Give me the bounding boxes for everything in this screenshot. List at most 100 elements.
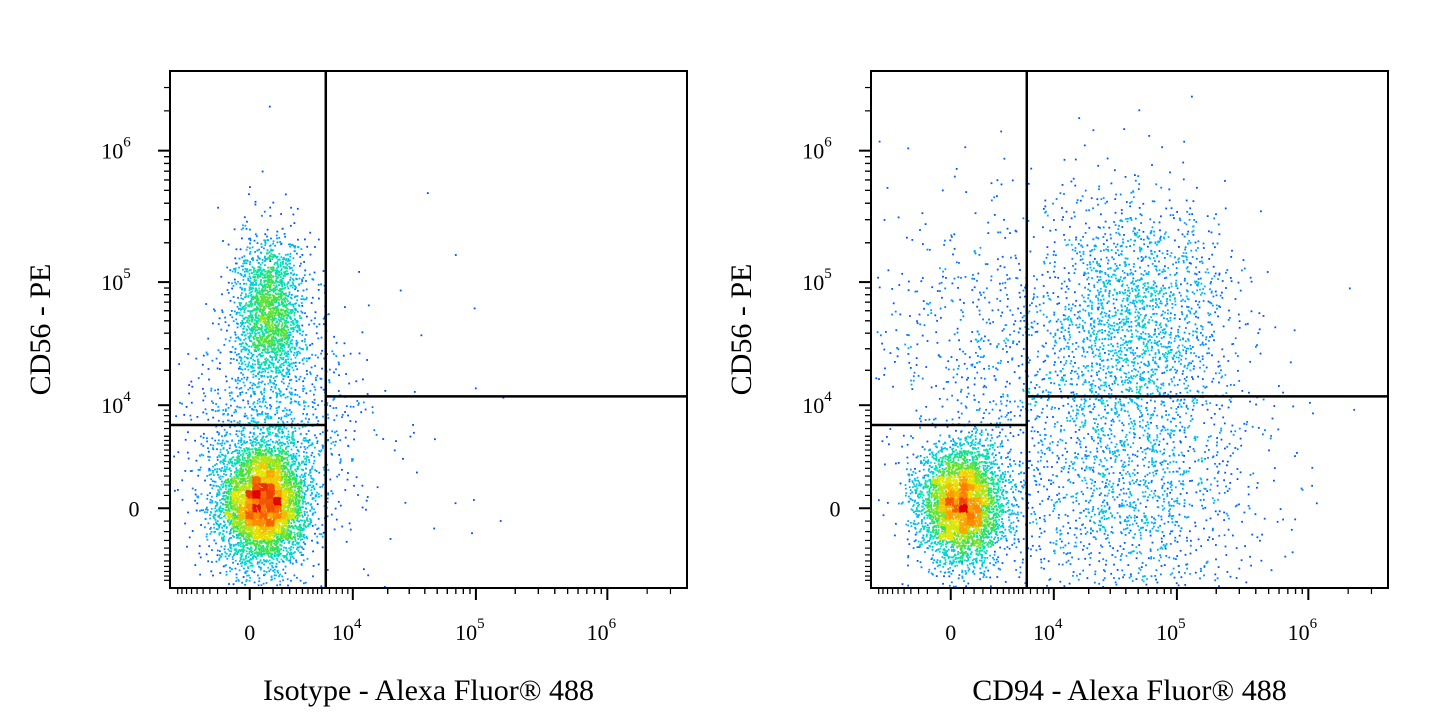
event-dot: [280, 256, 283, 259]
event-dot: [232, 561, 234, 564]
event-dot: [261, 444, 264, 446]
event-dot: [235, 485, 238, 488]
event-dot: [250, 535, 252, 538]
event-dot: [208, 474, 211, 476]
event-dot: [214, 439, 217, 442]
event-dot: [267, 541, 270, 544]
event-dot: [236, 322, 238, 325]
event-dot: [288, 293, 291, 296]
event-dot: [271, 339, 273, 342]
event-dot: [329, 447, 332, 450]
event-dot: [289, 331, 292, 334]
event-dot: [204, 408, 207, 411]
event-dot: [243, 474, 246, 476]
event-dot: [272, 302, 274, 305]
event-dot: [332, 398, 335, 401]
event-dot: [234, 380, 237, 382]
event-dot: [283, 450, 286, 453]
event-dot: [238, 452, 240, 455]
event-dot: [314, 499, 317, 502]
event-dot: [223, 492, 226, 494]
event-dot: [269, 568, 272, 571]
event-dot: [277, 541, 279, 543]
event-dot: [238, 266, 240, 269]
event-dot: [218, 317, 221, 320]
event-dot: [262, 449, 264, 452]
event-dot: [249, 565, 252, 567]
event-dot: [302, 548, 305, 550]
event-dot: [230, 469, 232, 472]
event-dot: [302, 388, 304, 390]
event-dot: [337, 500, 340, 503]
event-dot: [236, 461, 239, 463]
event-dot: [298, 514, 301, 517]
event-dot: [284, 254, 287, 256]
event-dot: [248, 447, 250, 450]
event-dot: [272, 287, 275, 290]
event-dot: [283, 426, 286, 429]
event-dot: [267, 298, 270, 300]
event-dot: [273, 549, 276, 552]
event-dot: [274, 453, 277, 456]
event-dot: [276, 545, 278, 548]
event-dot: [289, 561, 292, 564]
event-dot: [256, 561, 259, 564]
event-dot: [272, 254, 274, 256]
event-dot: [246, 332, 249, 335]
event-dot: [307, 441, 310, 444]
event-dot: [253, 543, 256, 546]
event-dot: [269, 288, 271, 291]
event-dot: [224, 484, 227, 486]
event-dot: [264, 548, 267, 550]
event-dot: [259, 308, 262, 310]
event-dot: [288, 497, 290, 500]
event-dot: [270, 276, 273, 279]
event-dot: [239, 309, 242, 311]
event-dot: [220, 453, 223, 456]
event-dot: [242, 298, 244, 300]
event-dot: [263, 563, 265, 566]
event-dot: [302, 298, 305, 301]
event-dot: [212, 402, 214, 404]
event-dot: [270, 467, 273, 470]
event-dot: [327, 492, 329, 495]
event-dot: [242, 536, 245, 538]
event-dot: [265, 323, 268, 325]
event-dot: [225, 496, 228, 499]
event-dot: [286, 440, 289, 443]
event-dot: [260, 451, 262, 453]
event-dot: [254, 543, 257, 546]
event-dot: [298, 491, 300, 494]
event-dot: [225, 468, 228, 471]
event-dot: [244, 368, 247, 370]
event-dot: [247, 566, 249, 568]
event-dot: [178, 363, 181, 365]
event-dot: [250, 366, 253, 369]
event-dot: [301, 491, 304, 494]
event-dot: [309, 373, 312, 375]
event-dot: [274, 367, 277, 370]
event-dot: [263, 306, 265, 308]
event-dot: [322, 466, 325, 469]
event-dot: [303, 377, 306, 380]
event-dot: [224, 410, 227, 412]
event-dot: [245, 262, 248, 265]
event-dot: [291, 422, 293, 425]
event-dot: [260, 567, 263, 569]
event-dot: [274, 387, 277, 390]
event-dot: [247, 363, 250, 366]
event-dot: [226, 552, 228, 555]
event-dot: [206, 353, 209, 355]
event-dot: [303, 400, 305, 403]
event-dot: [235, 515, 238, 517]
event-dot: [299, 480, 302, 482]
event-dot: [280, 416, 283, 419]
event-dot: [248, 269, 251, 271]
event-dot: [262, 426, 265, 429]
event-dot: [326, 429, 329, 432]
event-dot: [294, 540, 297, 542]
event-dot: [249, 381, 252, 384]
event-dot: [281, 540, 284, 542]
event-dot: [202, 354, 205, 357]
event-dot: [220, 460, 222, 463]
